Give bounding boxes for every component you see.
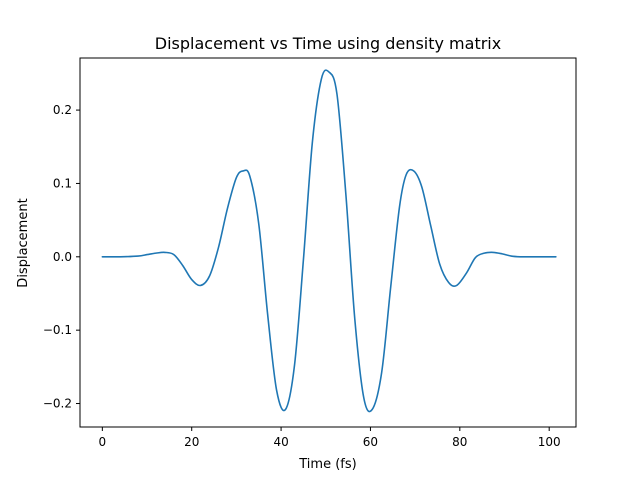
x-tick-label: 80 (452, 435, 467, 449)
y-axis-label: Displacement (16, 198, 31, 287)
y-tick-label: 0.2 (53, 103, 72, 117)
y-tick-label: −0.2 (43, 397, 72, 411)
plot-area (101, 69, 557, 413)
x-tick-label: 60 (363, 435, 378, 449)
x-tick-label: 100 (538, 435, 561, 449)
x-tick-label: 20 (184, 435, 199, 449)
y-tick-label: −0.1 (43, 323, 72, 337)
y-tick-label: 0.1 (53, 176, 72, 190)
axes-frame (79, 57, 577, 428)
y-axis: −0.2 −0.1 0.0 0.1 0.2 (43, 103, 80, 411)
chart-title: Displacement vs Time using density matri… (155, 34, 501, 53)
x-axis-label: Time (fs) (298, 457, 356, 472)
x-tick-label: 40 (273, 435, 288, 449)
x-tick-label: 0 (99, 435, 107, 449)
y-tick-label: 0.0 (53, 250, 72, 264)
series-line (101, 69, 557, 413)
x-axis: 0 20 40 60 80 100 (99, 427, 561, 449)
